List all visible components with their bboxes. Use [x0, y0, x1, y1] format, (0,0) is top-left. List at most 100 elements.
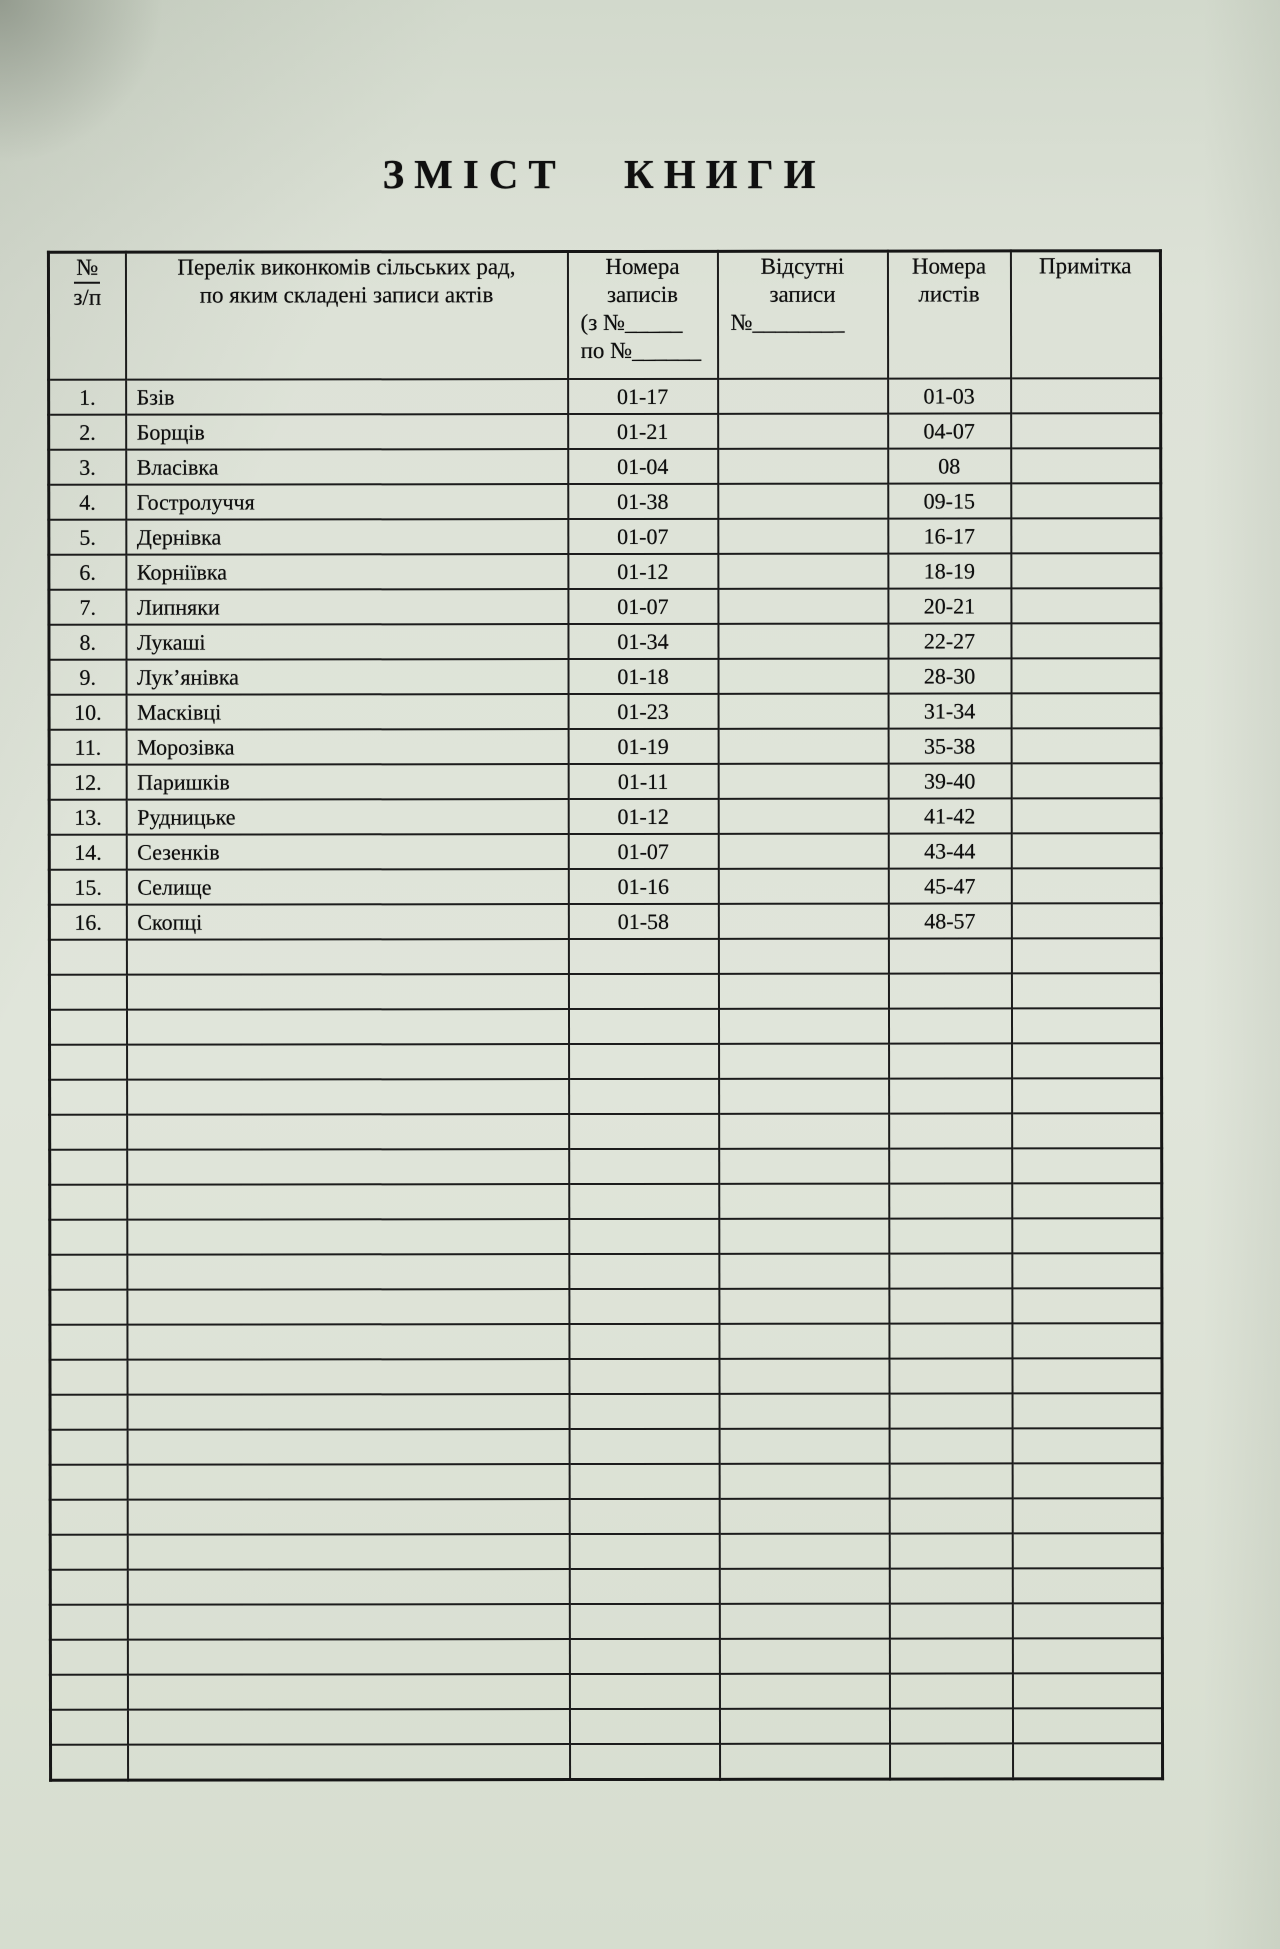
- note-cell: [1012, 1603, 1163, 1639]
- row-number-cell: 14.: [49, 834, 127, 870]
- row-number-cell: [49, 1219, 127, 1255]
- header-cell-missing-records: Відсутні записи №________: [717, 251, 888, 379]
- table-row: [49, 938, 1162, 975]
- sheet-numbers-cell: [888, 1008, 1012, 1044]
- note-cell: [1010, 448, 1161, 484]
- sheet-numbers-cell: 08: [887, 448, 1011, 484]
- village-name-cell: Лук’янівка: [126, 659, 569, 695]
- village-name-cell: [127, 1604, 570, 1640]
- sheet-numbers-cell: 16-17: [887, 518, 1011, 554]
- record-numbers-cell: [569, 1708, 720, 1745]
- missing-records-cell: [718, 1148, 889, 1184]
- note-cell: [1012, 1638, 1163, 1674]
- missing-records-cell: [717, 518, 888, 554]
- sheet-numbers-cell: [888, 1113, 1012, 1149]
- note-cell: [1011, 1043, 1162, 1079]
- missing-records-cell: [718, 868, 889, 904]
- missing-records-cell: [718, 1253, 889, 1289]
- record-numbers-label-line2: записів: [606, 281, 679, 308]
- record-numbers-cell: [568, 1008, 719, 1045]
- number-sub-label: з/п: [73, 284, 102, 310]
- missing-records-cell: [719, 1743, 890, 1780]
- missing-records-cell: [719, 1673, 890, 1709]
- table-header: № з/п Перелік виконкомів сільських рад, …: [48, 250, 1161, 380]
- sheet-numbers-cell: [888, 1218, 1012, 1254]
- table-row: 9. Лук’янівка 01-18 28-30: [49, 658, 1162, 695]
- note-cell: [1010, 588, 1161, 624]
- missing-records-cell: [719, 1393, 890, 1429]
- table-row: [49, 1218, 1162, 1255]
- table-row: 8. Лукаші 01-34 22-27: [48, 623, 1162, 660]
- table-row: 7. Липняки 01-07 20-21: [48, 588, 1161, 625]
- village-name-cell: [126, 1254, 569, 1290]
- table-row: 13. Рудницьке 01-12 41-42: [49, 798, 1162, 835]
- note-cell: [1011, 868, 1162, 904]
- missing-records-cell: [717, 413, 888, 449]
- row-number-cell: 4.: [48, 484, 126, 520]
- row-number-cell: [50, 1464, 128, 1500]
- village-name-cell: Борщів: [125, 414, 568, 450]
- record-numbers-cell: 01-23: [568, 693, 719, 730]
- row-number-cell: [49, 1359, 128, 1395]
- missing-records-cell: [718, 1078, 889, 1114]
- record-numbers-cell: [569, 1743, 720, 1780]
- missing-records-cell: [718, 728, 889, 764]
- record-numbers-cell: [568, 1113, 719, 1150]
- table-row: [49, 1183, 1162, 1220]
- sheet-numbers-cell: 04-07: [887, 413, 1011, 449]
- row-number-cell: [49, 1289, 127, 1325]
- village-name-cell: [127, 1709, 570, 1745]
- village-name-cell: Масківці: [126, 694, 569, 730]
- note-cell: [1012, 1393, 1163, 1429]
- missing-records-cell: [717, 378, 888, 414]
- sheet-numbers-cell: 09-15: [887, 483, 1011, 519]
- record-numbers-cell: [569, 1533, 720, 1570]
- record-numbers-cell: [568, 1078, 719, 1115]
- record-numbers-cell: 01-17: [567, 378, 718, 415]
- note-cell: [1011, 658, 1162, 694]
- number-sign-label: №: [74, 253, 101, 284]
- row-number-cell: 5.: [48, 519, 126, 555]
- row-number-cell: 3.: [48, 449, 126, 485]
- record-numbers-cell: [568, 938, 719, 975]
- village-name-cell: [127, 1569, 570, 1605]
- note-cell: [1012, 1673, 1163, 1709]
- record-numbers-cell: 01-07: [567, 588, 718, 625]
- row-number-cell: [50, 1604, 128, 1640]
- note-cell: [1011, 798, 1162, 834]
- sheet-numbers-cell: [889, 1708, 1013, 1744]
- table-row: [50, 1463, 1163, 1500]
- table-row: 12. Паришків 01-11 39-40: [49, 763, 1162, 800]
- row-number-cell: 8.: [48, 624, 127, 660]
- record-numbers-cell: [568, 1183, 719, 1220]
- missing-records-cell: [718, 1288, 889, 1324]
- sheet-numbers-cell: 43-44: [888, 833, 1012, 869]
- note-cell: [1010, 623, 1162, 659]
- sheet-numbers-cell: 39-40: [888, 763, 1012, 799]
- table-row: [50, 1673, 1163, 1710]
- missing-records-blank: №________: [730, 309, 845, 335]
- row-number-cell: [49, 1044, 127, 1080]
- note-cell: [1010, 483, 1161, 519]
- note-cell: [1011, 693, 1162, 729]
- record-numbers-cell: [569, 1568, 720, 1605]
- record-numbers-cell: 01-38: [567, 483, 718, 520]
- table-row: 14. Сезенків 01-07 43-44: [49, 833, 1162, 870]
- header-cell-number: № з/п: [48, 252, 126, 380]
- row-number-cell: [49, 1079, 127, 1115]
- missing-records-cell: [719, 1428, 890, 1464]
- missing-records-label-line2: записи: [769, 281, 836, 307]
- table-row: [50, 1708, 1163, 1745]
- missing-records-cell: [718, 1113, 889, 1149]
- missing-records-cell: [718, 1008, 889, 1044]
- sheet-numbers-cell: [888, 1183, 1012, 1219]
- table-row: [49, 1148, 1162, 1185]
- table-row: [50, 1568, 1163, 1605]
- missing-records-cell: [718, 1183, 889, 1219]
- row-number-cell: 2.: [48, 414, 126, 450]
- record-numbers-cell: 01-34: [567, 623, 719, 660]
- sheet-numbers-cell: [888, 1043, 1012, 1079]
- note-cell: [1012, 1498, 1163, 1534]
- table-row: 10. Масківці 01-23 31-34: [49, 693, 1162, 730]
